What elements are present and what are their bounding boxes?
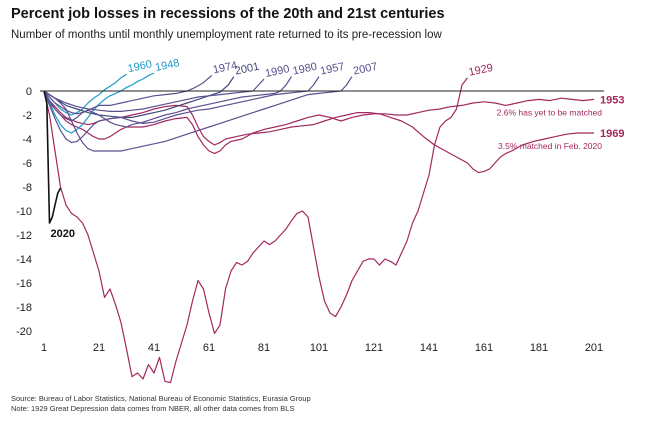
series-label-1948: 1948 [154, 57, 180, 74]
series-line-2007 [43, 76, 353, 152]
y-tick-label: -2 [22, 110, 32, 122]
x-tick-label: 181 [530, 342, 548, 354]
x-tick-label: 141 [420, 342, 438, 354]
annotation-1953: 2.6% has yet to be matched [497, 107, 603, 117]
data-note: Note: 1929 Great Depression data comes f… [11, 404, 295, 413]
chart-subtitle: Number of months until monthly unemploym… [11, 29, 442, 41]
series-line-1980 [43, 76, 293, 128]
series-lines [43, 72, 595, 384]
y-tick-label: -12 [16, 230, 32, 242]
series-line-1948 [43, 72, 155, 134]
series-label-1953: 1953 [600, 94, 624, 106]
annotations: 2.6% has yet to be matched 3.5% matched i… [497, 107, 603, 151]
series-label-1980: 1980 [292, 61, 318, 78]
y-tick-label: -10 [16, 206, 32, 218]
x-tick-label: 121 [365, 342, 383, 354]
y-tick-label: -4 [22, 134, 32, 146]
series-label-2001: 2001 [234, 61, 260, 78]
annotation-1969: 3.5% matched in Feb. 2020 [498, 141, 602, 151]
series-line-1990 [43, 78, 265, 112]
x-tick-label: 61 [203, 342, 215, 354]
series-label-1974: 1974 [212, 60, 238, 77]
series-label-1960: 1960 [127, 58, 153, 75]
x-tick-label: 21 [93, 342, 105, 354]
y-tick-label: -6 [22, 158, 32, 170]
series-line-1960 [43, 73, 127, 116]
chart-title: Percent job losses in recessions of the … [11, 6, 445, 22]
x-tick-label: 201 [585, 342, 603, 354]
series-line-1969 [43, 90, 594, 174]
series-label-1990: 1990 [264, 63, 290, 80]
series-label-2020: 2020 [51, 228, 75, 240]
series-line-1957 [43, 76, 320, 144]
y-tick-labels: 0 -2 -4 -6 -8 -10 -12 -14 -16 -18 -20 [16, 86, 32, 338]
series-line-2001 [43, 76, 235, 118]
x-tick-labels: 1 21 41 61 81 101 121 141 161 181 201 [41, 342, 603, 354]
x-tick-label: 41 [148, 342, 160, 354]
series-line-1974 [43, 74, 213, 115]
y-tick-label: 0 [26, 86, 32, 98]
series-line-1929 [43, 77, 468, 384]
series-line-1953 [43, 90, 595, 154]
x-tick-label: 101 [310, 342, 328, 354]
series-label-1957: 1957 [319, 61, 345, 78]
y-tick-label: -18 [16, 302, 32, 314]
x-tick-label: 1 [41, 342, 47, 354]
y-tick-label: -16 [16, 278, 32, 290]
x-tick-label: 161 [475, 342, 493, 354]
series-label-2007: 2007 [352, 61, 378, 78]
y-tick-label: -8 [22, 182, 32, 194]
source-note: Source: Bureau of Labor Statistics, Nati… [11, 394, 311, 403]
series-label-1929: 1929 [468, 62, 494, 79]
y-tick-label: -14 [16, 254, 32, 266]
series-line-2020 [43, 90, 62, 224]
x-tick-label: 81 [258, 342, 270, 354]
series-label-1969: 1969 [600, 128, 624, 140]
y-tick-label: -20 [16, 326, 32, 338]
